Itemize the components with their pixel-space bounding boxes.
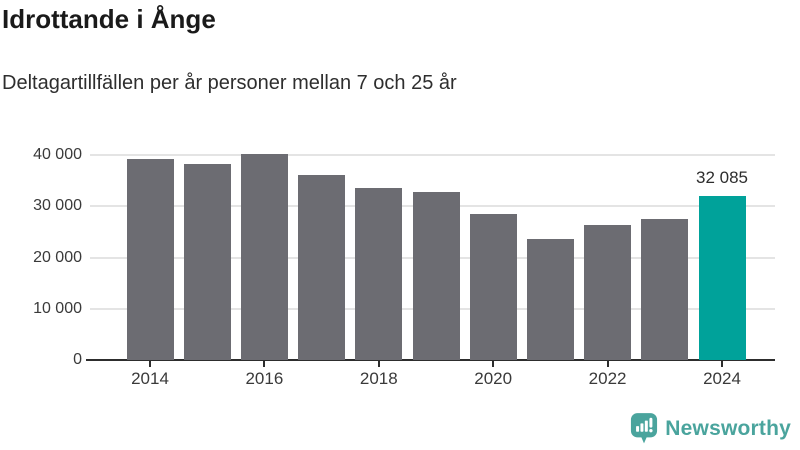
newsworthy-logo-icon <box>631 413 658 444</box>
chart-title: Idrottande i Ånge <box>2 4 216 34</box>
bar-2019 <box>412 191 460 360</box>
x-axis-tick <box>492 361 495 367</box>
x-axis-tick-label: 2022 <box>588 369 627 388</box>
bar-2022 <box>584 225 632 360</box>
y-axis-tick-label: 30 000 <box>33 197 82 215</box>
gridline-40000 <box>90 154 775 156</box>
plot-area <box>86 153 775 361</box>
x-axis-tick-label: 2020 <box>474 369 513 388</box>
bar-2017 <box>298 175 346 360</box>
newsworthy-logo: Newsworthy <box>630 412 791 445</box>
bar-2015 <box>183 164 231 360</box>
x-axis-tick <box>377 361 380 367</box>
x-axis-tick <box>721 361 723 367</box>
bar-2018 <box>355 187 403 360</box>
bar-2023 <box>641 218 689 360</box>
x-axis-line <box>86 359 775 361</box>
y-axis-tick-label: 20 000 <box>33 248 82 266</box>
y-axis-tick-label: 0 <box>73 351 82 368</box>
bar-2021 <box>526 238 574 360</box>
chart-subtitle: Deltagartillfällen per år personer mella… <box>2 72 457 94</box>
x-axis-tick <box>606 361 609 367</box>
x-axis-tick <box>263 361 266 367</box>
newsworthy-logo-text: Newsworthy <box>665 416 791 440</box>
y-axis-tick-label: 10 000 <box>33 299 82 317</box>
x-axis-tick-label: 2018 <box>359 369 398 388</box>
bar-2020 <box>469 214 517 360</box>
bar-2014 <box>126 159 174 360</box>
bar-2024 <box>698 195 746 360</box>
x-axis-tick <box>149 361 151 367</box>
x-axis-tick-label: 2014 <box>131 369 169 388</box>
x-axis-tick-label: 2024 <box>703 369 741 388</box>
bar-value-label: 32 085 <box>696 167 748 187</box>
bar-2016 <box>240 153 288 360</box>
y-axis-tick-label: 40 000 <box>33 146 82 163</box>
x-axis-tick-label: 2016 <box>245 369 284 388</box>
